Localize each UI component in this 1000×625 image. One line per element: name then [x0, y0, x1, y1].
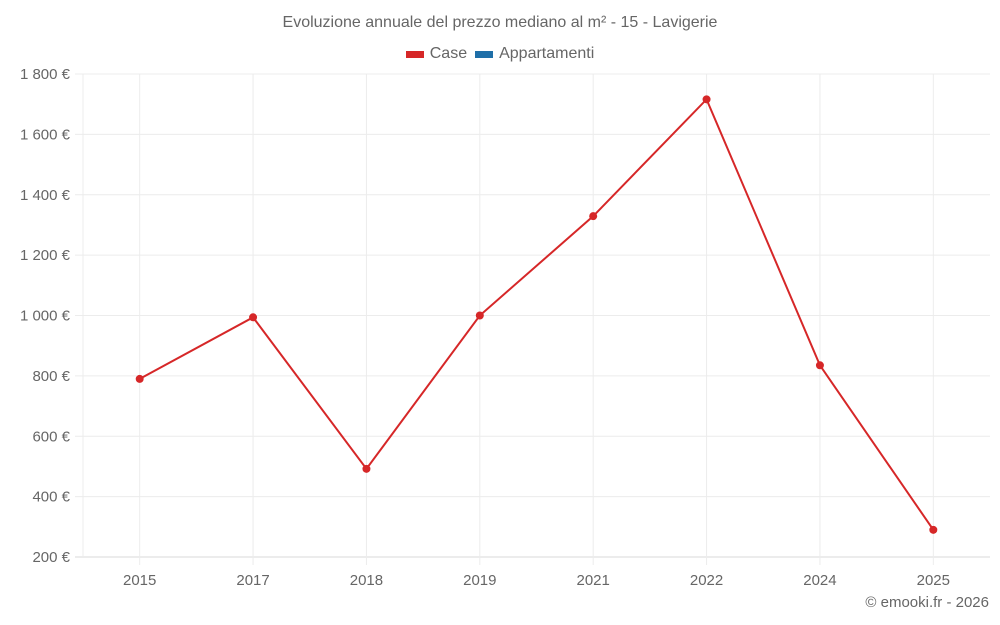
- data-point[interactable]: [135, 374, 144, 383]
- y-tick-label: 200 €: [32, 549, 70, 566]
- x-tick-label: 2017: [236, 572, 269, 589]
- x-tick-label: 2019: [463, 572, 496, 589]
- y-tick-label: 400 €: [32, 489, 70, 506]
- data-point[interactable]: [929, 525, 938, 534]
- y-tick-label: 600 €: [32, 428, 70, 445]
- y-tick-label: 1 200 €: [20, 247, 71, 264]
- data-point[interactable]: [249, 313, 258, 322]
- legend-label-appartamenti: Appartamenti: [499, 45, 595, 62]
- credit-text: © emooki.fr - 2026: [865, 594, 989, 611]
- y-tick-label: 1 400 €: [20, 187, 71, 204]
- y-tick-label: 800 €: [32, 368, 70, 385]
- y-tick-label: 1 800 €: [20, 66, 71, 83]
- data-point[interactable]: [362, 464, 371, 473]
- legend-swatch-appartamenti: [475, 50, 494, 58]
- legend-item-appartamenti[interactable]: Appartamenti: [475, 45, 594, 63]
- gridlines: [75, 73, 990, 565]
- y-tick-label: 1 000 €: [20, 308, 71, 325]
- x-tick-label: 2015: [123, 572, 156, 589]
- x-tick-label: 2018: [350, 572, 383, 589]
- series-case: [135, 95, 938, 534]
- data-point[interactable]: [589, 212, 598, 221]
- chart-title: Evoluzione annuale del prezzo mediano al…: [282, 14, 718, 31]
- legend-swatch-case: [405, 50, 424, 58]
- legend: Case Appartamenti: [0, 45, 1000, 63]
- x-tick-label: 2025: [917, 572, 950, 589]
- x-tick-label: 2021: [577, 572, 610, 589]
- x-axis: 2015 2017 2018 2019 2021 2022 2024 2025: [123, 572, 950, 589]
- x-tick-label: 2022: [690, 572, 723, 589]
- y-tick-label: 1 600 €: [20, 126, 71, 143]
- legend-label-case: Case: [429, 45, 468, 62]
- data-point[interactable]: [702, 95, 711, 104]
- x-tick-label: 2024: [803, 572, 836, 589]
- y-axis: 200 € 400 € 600 € 800 € 1 000 € 1 200 € 1 400 …: [20, 66, 71, 566]
- data-point[interactable]: [815, 361, 824, 370]
- legend-item-case[interactable]: Case: [405, 45, 468, 63]
- data-point[interactable]: [475, 311, 484, 320]
